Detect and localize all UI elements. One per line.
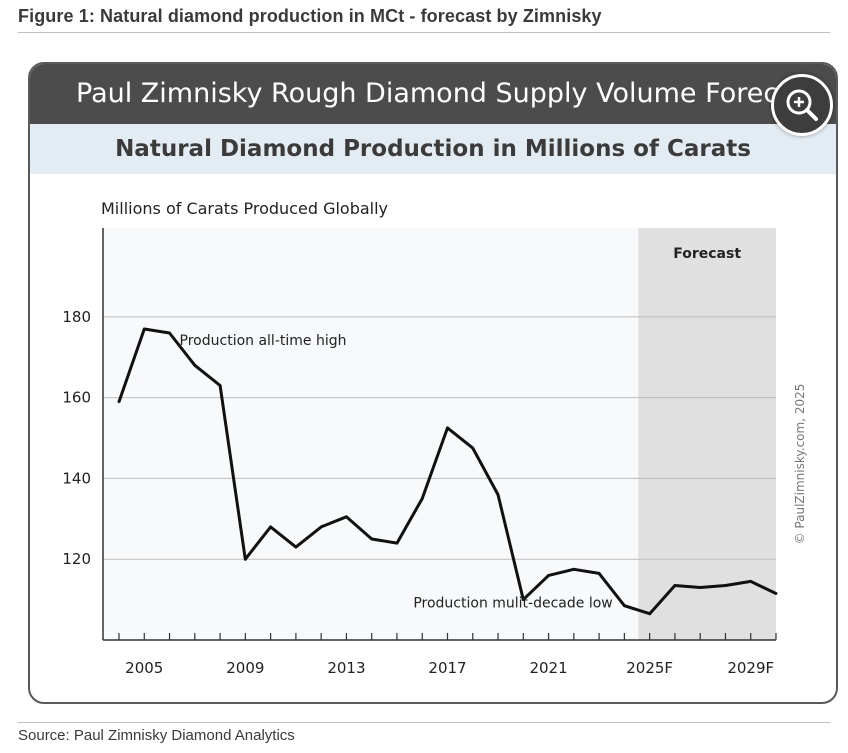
- data-point-2015: [395, 541, 399, 545]
- data-point-2017: [446, 426, 449, 430]
- data-point-2024: [622, 604, 626, 608]
- data-point-2004: [117, 400, 121, 404]
- data-point-2006: [168, 331, 171, 335]
- data-point-2025F: [648, 612, 652, 616]
- x-tick-label-2017: 2017: [428, 659, 466, 677]
- data-point-2022: [572, 567, 576, 571]
- x-tick-label-2013: 2013: [327, 659, 365, 677]
- line-chart: Forecast 120 140 160 180 2005 2009 2013 2017 2021…: [62, 199, 807, 677]
- data-point-2026F: [673, 584, 677, 587]
- data-point-2029F: [749, 580, 753, 583]
- data-point-2028F: [724, 584, 727, 587]
- x-tick-label-2025F: 2025F: [626, 659, 673, 677]
- zoom-button[interactable]: [771, 74, 833, 136]
- forecast-region: [638, 228, 776, 640]
- x-tick-label-2009: 2009: [226, 659, 264, 677]
- bottom-divider: [18, 722, 830, 723]
- source-note: Source: Paul Zimnisky Diamond Analytics: [18, 727, 295, 744]
- data-point-2007: [193, 363, 197, 367]
- data-point-2021: [547, 573, 550, 577]
- data-point-2009: [243, 557, 247, 561]
- zoom-in-icon: [786, 89, 818, 121]
- data-point-2027F: [698, 586, 702, 589]
- data-point-2030F: [774, 592, 778, 595]
- data-point-2013: [345, 515, 348, 519]
- data-point-2011: [294, 545, 298, 549]
- y-tick-label-160: 160: [62, 389, 91, 407]
- y-tick-label-120: 120: [62, 550, 91, 568]
- data-point-2008: [218, 384, 222, 387]
- forecast-label: Forecast: [673, 246, 741, 262]
- data-point-2019: [496, 493, 500, 496]
- data-point-2005: [142, 327, 146, 331]
- data-point-2023: [597, 571, 601, 575]
- x-tick-label-2005: 2005: [125, 659, 163, 677]
- top-divider: [18, 32, 830, 33]
- figure-title: Figure 1: Natural diamond production in …: [18, 6, 602, 26]
- banner-title: Paul Zimnisky Rough Diamond Supply Volum…: [30, 64, 836, 124]
- data-point-2016: [420, 497, 424, 501]
- annotation-all-time-high: Production all-time high: [180, 333, 347, 349]
- x-tick-label-2021: 2021: [529, 659, 567, 677]
- x-tick-label-2029F: 2029F: [727, 659, 774, 677]
- annotation-multi-decade-low: Production mulit-decade low: [413, 596, 612, 612]
- y-tick-label-140: 140: [62, 469, 91, 487]
- y-tick-label-180: 180: [62, 308, 91, 326]
- chart-subtitle: Natural Diamond Production in Millions o…: [30, 124, 836, 174]
- copyright-note: © PaulZimnisky.com, 2025: [793, 384, 807, 545]
- data-point-2010: [269, 525, 273, 529]
- y-axis-label: Millions of Carats Produced Globally: [101, 199, 388, 218]
- data-point-2014: [370, 537, 374, 541]
- data-point-2020: [521, 598, 525, 602]
- data-point-2012: [319, 525, 323, 529]
- data-point-2018: [471, 446, 475, 450]
